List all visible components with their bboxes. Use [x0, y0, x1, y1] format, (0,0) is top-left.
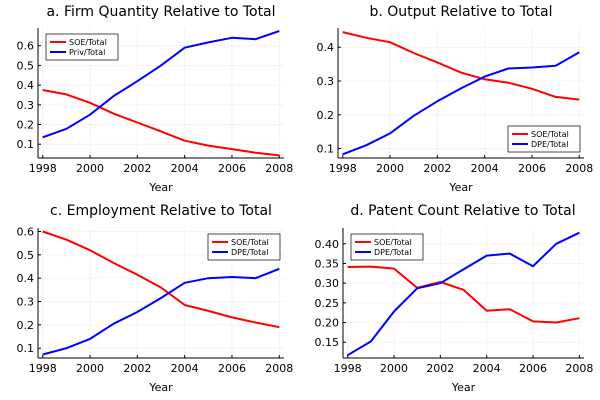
y-tick-label: 0.35	[315, 257, 340, 270]
y-tick-label: 0.2	[317, 109, 335, 122]
series-line-soe-total	[347, 265, 580, 324]
x-axis-label: Year	[148, 181, 173, 194]
x-tick-label: 1998	[329, 162, 357, 175]
series-line-soe-total	[42, 89, 280, 157]
legend-box	[45, 33, 119, 61]
x-tick-label: 2004	[171, 362, 199, 375]
legend-entry: DPE/Total	[374, 248, 411, 257]
series-line-soe-total	[42, 230, 280, 329]
y-tick-label: 0.5	[17, 59, 35, 72]
y-tick-label: 0.6	[17, 226, 35, 239]
x-tick-label: 2000	[76, 162, 104, 175]
x-tick-label: 2000	[376, 162, 404, 175]
x-tick-label: 2000	[76, 362, 104, 375]
series-line-dpe-total	[42, 267, 280, 356]
series-line-dpe-total	[342, 51, 580, 156]
x-tick-label: 2004	[473, 362, 501, 375]
legend-entry: SOE/Total	[531, 130, 569, 139]
chart-panel-2: b. Output Relative to Total 1998 2000 2002 2…	[317, 4, 594, 194]
chart-title: b. Output Relative to Total	[370, 4, 553, 20]
y-tick-label: 0.1	[17, 138, 35, 151]
y-tick-label: 0.3	[17, 296, 35, 309]
legend-entry: Priv/Total	[69, 48, 105, 57]
y-tick-label: 0.20	[315, 317, 340, 330]
chart-panel-1: a. Firm Quantity Relative to Total 1998 20…	[17, 4, 294, 194]
legend-box	[507, 125, 581, 153]
y-tick-label: 0.1	[17, 342, 35, 355]
y-tick-label: 0.15	[315, 336, 340, 349]
x-tick-label: 2002	[423, 162, 451, 175]
y-tick-label: 0.3	[317, 75, 335, 88]
legend-box	[350, 233, 424, 261]
x-tick-label: 2008	[265, 362, 293, 375]
y-tick-label: 0.30	[315, 277, 340, 290]
x-axis-label: Year	[148, 381, 173, 394]
legend-entry: DPE/Total	[531, 140, 568, 149]
x-tick-label: 2006	[519, 362, 547, 375]
y-tick-label: 0.25	[315, 297, 340, 310]
x-tick-label: 2002	[426, 362, 454, 375]
x-axis-label: Year	[451, 381, 476, 394]
y-tick-label: 0.6	[17, 40, 35, 53]
x-tick-label: 2002	[123, 362, 151, 375]
chart-title: c. Employment Relative to Total	[50, 203, 272, 219]
x-tick-label: 2002	[123, 162, 151, 175]
x-tick-label: 2006	[518, 162, 546, 175]
series-line-priv-total	[42, 30, 280, 139]
x-tick-label: 2008	[265, 162, 293, 175]
x-tick-label: 2000	[380, 362, 408, 375]
chart-title: d. Patent Count Relative to Total	[350, 203, 575, 219]
y-tick-label: 0.4	[317, 41, 335, 54]
chart-title: a. Firm Quantity Relative to Total	[46, 4, 275, 20]
x-tick-label: 2008	[565, 162, 593, 175]
chart-panel-3: c. Employment Relative to Total 1998 2000 2…	[17, 203, 294, 394]
x-tick-label: 2004	[171, 162, 199, 175]
series-line-soe-total	[342, 31, 580, 101]
chart-panel-4: d. Patent Count Relative to Total 1998 200…	[315, 203, 594, 394]
y-tick-label: 0.2	[17, 319, 35, 332]
y-tick-label: 0.2	[17, 119, 35, 132]
x-tick-label: 1998	[29, 162, 57, 175]
x-tick-label: 2006	[218, 162, 246, 175]
y-tick-label: 0.4	[17, 272, 35, 285]
y-tick-label: 0.3	[17, 99, 35, 112]
x-tick-label: 2006	[218, 362, 246, 375]
y-tick-label: 0.4	[17, 79, 35, 92]
x-tick-label: 2008	[565, 362, 593, 375]
legend-entry: SOE/Total	[69, 38, 107, 47]
x-axis-label: Year	[448, 181, 473, 194]
y-tick-label: 0.5	[17, 249, 35, 262]
y-tick-label: 0.1	[317, 143, 335, 156]
x-tick-label: 1998	[29, 362, 57, 375]
series-line-dpe-total	[347, 231, 580, 357]
x-tick-label: 2004	[471, 162, 499, 175]
y-tick-label: 0.40	[315, 238, 340, 251]
legend-entry: SOE/Total	[374, 238, 412, 247]
legend-box	[207, 233, 281, 261]
legend-entry: DPE/Total	[231, 248, 268, 257]
x-tick-label: 1998	[334, 362, 362, 375]
legend-entry: SOE/Total	[231, 238, 269, 247]
